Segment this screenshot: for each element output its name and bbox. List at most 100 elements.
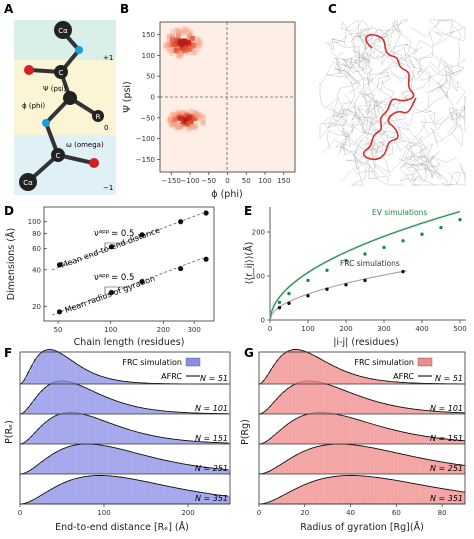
histogram-bar [416,484,421,504]
ev-point [344,258,348,263]
ensemble-trace [340,40,422,83]
histogram-bar [191,412,196,414]
heatmap-cell [191,42,197,48]
histogram-bar [219,442,224,444]
heatmap-cell [193,125,199,131]
histogram-bar [209,493,213,504]
histogram-bar [128,382,133,384]
histogram-bar [410,382,414,384]
histogram-bar [226,442,231,444]
histogram-bar [93,417,98,444]
radius-of-gyration-fit [51,257,204,316]
histogram-bar [153,457,157,474]
ridge-n-label: N = 101 [430,404,463,413]
heatmap-cell [170,120,176,126]
heatmap-cell [192,110,198,116]
histogram-bar [174,462,178,474]
histogram-bar [382,403,387,414]
nu-label-top: νapp = 0.5 [94,229,134,239]
heatmap-cell [188,124,194,130]
histogram-bar [351,418,356,444]
histogram-bar [118,402,122,414]
histogram-bar [423,485,428,504]
histogram-bar [177,463,182,474]
ensemble-trace [351,89,394,134]
histogram-bar [283,494,287,504]
heatmap-cell [174,124,180,130]
histogram-bar [76,413,80,444]
ensemble-trace [415,58,454,98]
histogram-bar [216,442,220,444]
histogram-bar [389,429,394,444]
heatmap-cell [178,38,184,44]
frc-series-label: FRC simulations [340,259,400,268]
histogram-bar [23,472,28,474]
y-tick-label: 20 [32,303,41,311]
atom-n-top [75,46,83,54]
histogram-bar [320,382,325,414]
heatmap-cell [177,115,183,121]
histogram-bar [188,440,192,444]
histogram-bar [389,479,394,504]
svg-text:R: R [96,113,101,121]
histogram-bar [358,420,363,444]
heatmap-cell [179,122,185,128]
x-tick-label: 150 [277,177,290,185]
histogram-bar [76,478,80,504]
histogram-bar [118,448,122,474]
x-tick-label: 500 [453,325,466,333]
histogram-bar [216,468,220,474]
histogram-bar [451,463,455,474]
histogram-bar [69,359,73,384]
histogram-bar [403,481,407,504]
histogram-bar [107,446,112,474]
heatmap-cell [169,122,175,128]
histogram-bar [128,451,133,474]
heatmap-cell [175,30,181,36]
histogram-bar [324,383,328,414]
histogram-bar [310,448,315,474]
histogram-bar [41,461,45,474]
nu-label-bottom: νapp = 0.5 [94,273,134,283]
histogram-bar [205,467,210,474]
histogram-bar [382,380,387,384]
heatmap-cell [181,109,187,115]
ensemble-trace [401,151,449,186]
histogram-bar [216,494,220,504]
panel-e: E EV simulations FRC simulations 0 100 200… [243,204,467,348]
heatmap-cell [197,38,203,44]
data-point [108,289,115,296]
y-tick-label: 200 [252,229,265,237]
y-tick-label: −100 [136,135,155,143]
histogram-bar [212,442,217,444]
heatmap-cell [200,115,206,121]
histogram-bar [300,350,304,384]
histogram-bar [90,444,94,474]
heatmap-cell [178,51,184,57]
histogram-bar [181,463,185,474]
histogram-bar [121,427,126,444]
ev-point [382,245,386,250]
histogram-bar [83,444,87,474]
histogram-bar [58,413,63,444]
svg-text:−1: −1 [103,184,113,192]
histogram-bar [202,467,206,474]
heatmap-cell [172,42,178,48]
histogram-bar [72,412,77,444]
heatmap-cell [192,124,198,130]
panel-g-label: G [244,346,254,360]
histogram-bar [34,397,38,414]
histogram-bar [399,382,404,384]
histogram-bar [399,481,404,504]
histogram-bar [219,495,224,504]
heatmap-cell [169,36,175,42]
histogram-bar [223,442,227,444]
histogram-bar [107,475,112,504]
histogram-bar [279,496,284,504]
histogram-bar [212,494,217,504]
ridge-n-label: N = 351 [430,494,463,503]
histogram-bar [444,438,449,444]
histogram-bar [202,492,206,504]
histogram-bar [444,412,449,414]
histogram-bar [44,458,49,474]
